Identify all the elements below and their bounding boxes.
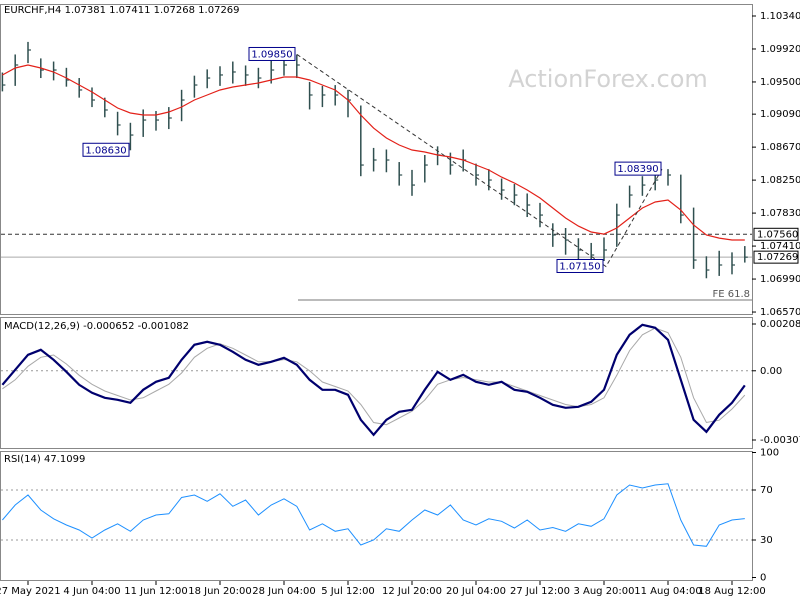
swing-label-box — [614, 161, 662, 176]
macd-panel — [0, 317, 753, 449]
x-tick-label: 18 Aug 12:00 — [698, 586, 765, 597]
rsi-line — [2, 483, 745, 547]
rsi-panel — [0, 451, 753, 581]
swing-label: 1.08630 — [85, 145, 126, 156]
watermark: ActionForex.com — [508, 65, 708, 93]
x-tick-label: 5 Jul 12:00 — [321, 586, 375, 597]
y-tick-label: 0 — [760, 573, 766, 584]
y-tick-label: 1.06570 — [760, 307, 800, 318]
x-tick-label: 12 Jul 20:00 — [382, 586, 442, 597]
x-tick-label: 4 Jun 04:00 — [63, 586, 120, 597]
x-tick-label: 3 Aug 20:00 — [573, 586, 634, 597]
y-tick-label: 1.09500 — [760, 77, 800, 88]
y-tick-label: 0.002081 — [760, 319, 800, 330]
x-tick-label: 28 Jun 04:00 — [252, 586, 316, 597]
level-label-box — [753, 227, 799, 241]
macd-line — [1, 323, 746, 437]
y-tick-label: 1.10340 — [760, 11, 800, 22]
y-tick-label: 1.08670 — [760, 142, 800, 153]
y-tick-label: -0.003079 — [760, 435, 800, 446]
y-tick-label: 1.08250 — [760, 175, 800, 186]
x-tick-label: 27 Jul 12:00 — [510, 586, 570, 597]
y-tick-label: 100 — [760, 448, 779, 459]
x-tick-label: 11 Aug 04:00 — [634, 586, 701, 597]
panel-title: EURCHF,H4 1.07381 1.07411 1.07268 1.0726… — [4, 5, 240, 16]
y-tick-label: 1.07830 — [760, 208, 800, 219]
moving-average — [2, 64, 745, 241]
swing-label-box — [248, 46, 296, 61]
price-panel — [0, 4, 753, 315]
swing-label-box — [556, 258, 604, 273]
panel-title: RSI(14) 47.1099 — [4, 454, 85, 465]
y-tick-label: 1.07410 — [760, 241, 800, 252]
signal-line — [2, 327, 746, 426]
x-tick-label: 20 Jul 04:00 — [446, 586, 506, 597]
swing-label: 1.09850 — [251, 49, 292, 60]
y-tick-label: 1.09920 — [760, 44, 800, 55]
x-tick-label: 11 Jun 12:00 — [124, 586, 188, 597]
fe-label: FE 61.8 — [712, 289, 750, 300]
y-tick-label: 1.09090 — [760, 109, 800, 120]
y-tick-label: 30 — [760, 535, 773, 546]
swing-label-box — [82, 142, 130, 157]
swing-label: 1.07150 — [559, 261, 600, 272]
last-price-label: 1.07269 — [757, 252, 798, 263]
last-price-box — [753, 250, 799, 264]
swing-label: 1.08390 — [617, 164, 658, 175]
y-tick-label: 1.06990 — [760, 274, 800, 285]
x-tick-label: 27 May 2021 — [0, 586, 61, 597]
level-label: 1.07560 — [757, 229, 798, 240]
y-tick-label: 0.00 — [760, 366, 782, 377]
y-tick-label: 70 — [760, 485, 773, 496]
panel-title: MACD(12,26,9) -0.000652 -0.001082 — [4, 321, 189, 332]
x-tick-label: 18 Jun 20:00 — [188, 586, 252, 597]
zigzag — [296, 54, 663, 268]
